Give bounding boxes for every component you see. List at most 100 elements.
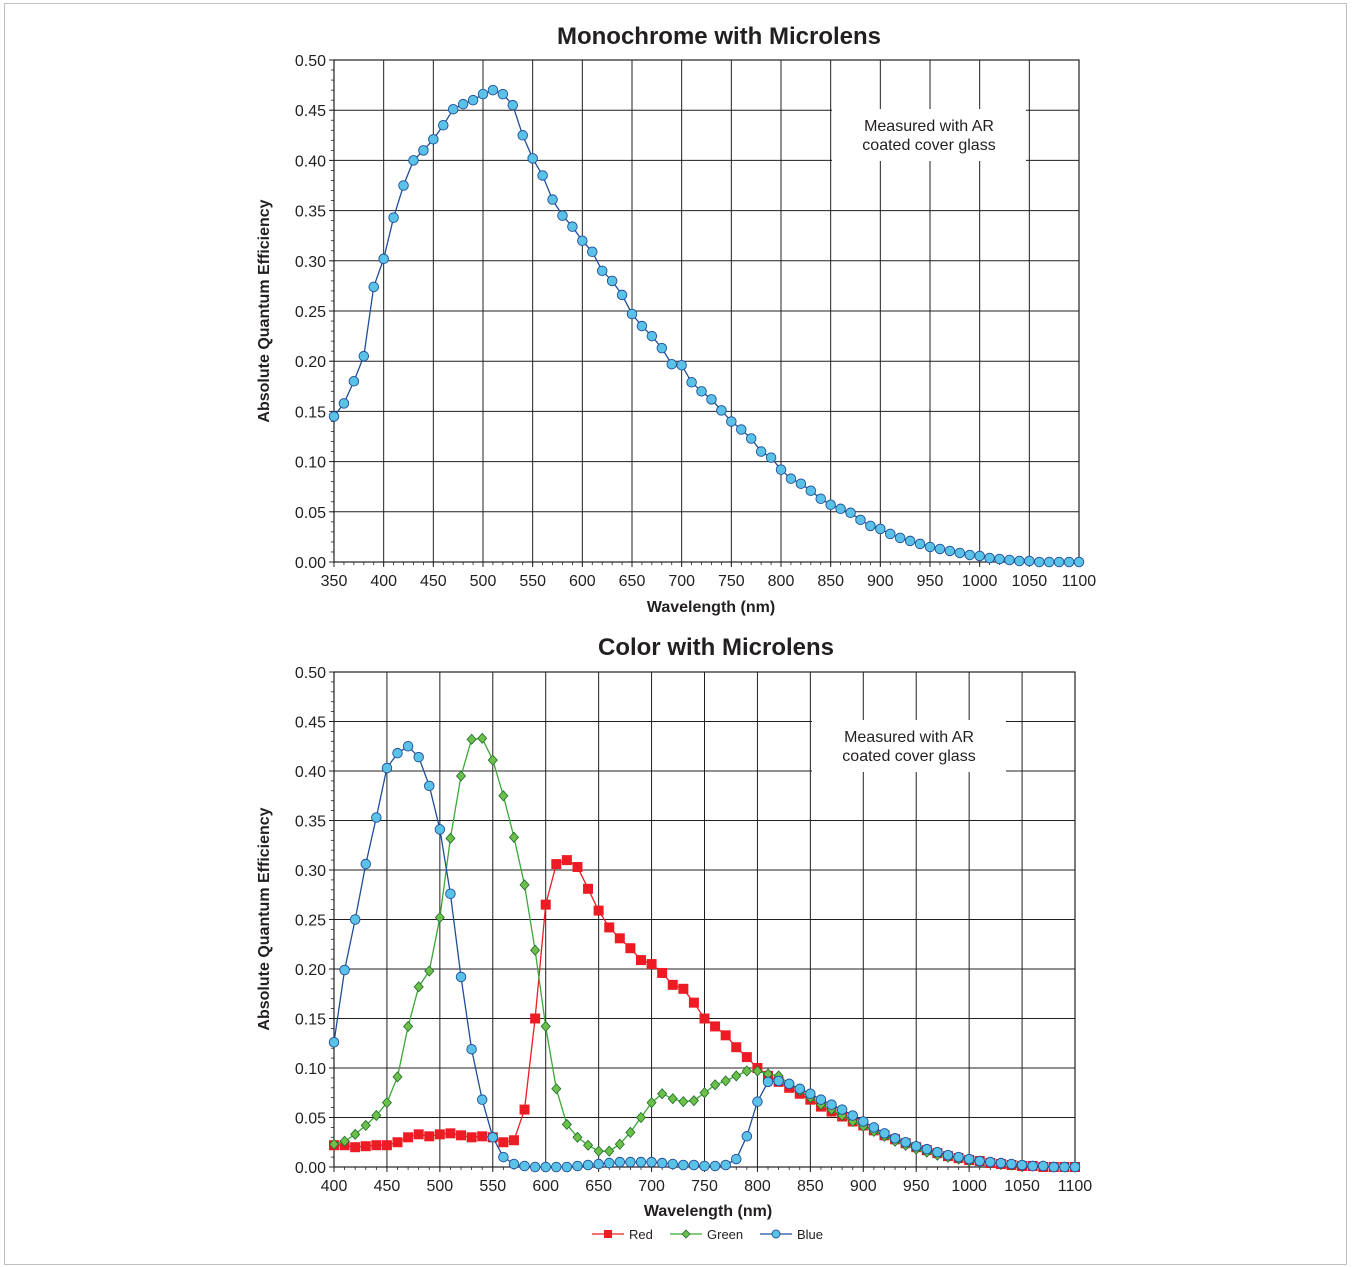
x-tick-label: 500: [427, 1178, 454, 1195]
data-point: [726, 416, 737, 427]
data-point: [413, 751, 424, 763]
data-point: [392, 747, 403, 759]
data-series: [328, 84, 1085, 568]
x-tick-label: 700: [668, 573, 695, 590]
data-point: [1043, 556, 1055, 568]
data-point: [547, 194, 558, 205]
data-point: [1016, 1159, 1028, 1171]
x-tick-label: 1050: [1012, 573, 1048, 590]
data-point: [646, 959, 657, 970]
data-point: [720, 1159, 731, 1171]
data-point: [1053, 556, 1065, 568]
legend-swatch-marker: [681, 1229, 691, 1239]
data-point: [477, 1131, 488, 1142]
data-point: [696, 386, 707, 397]
data-point: [561, 1118, 572, 1131]
legend-label: Blue: [797, 1227, 823, 1242]
data-point: [371, 812, 382, 823]
data-point: [785, 473, 797, 484]
data-point: [1037, 1160, 1049, 1172]
x-tick-label: 1050: [1004, 1178, 1040, 1195]
y-tick-label: 0.35: [295, 814, 326, 831]
data-point: [551, 859, 562, 870]
data-point: [360, 858, 372, 870]
data-point: [328, 1037, 340, 1048]
data-point: [583, 883, 594, 894]
data-point: [358, 350, 370, 362]
y-tick-label: 0.10: [295, 1061, 326, 1078]
data-point: [994, 553, 1005, 565]
data-point: [678, 1096, 689, 1108]
x-tick-label: 950: [917, 573, 944, 590]
data-point: [418, 145, 429, 156]
data-point: [604, 922, 615, 933]
data-point: [388, 212, 399, 223]
data-point: [413, 981, 424, 993]
data-point: [625, 1156, 636, 1168]
data-point: [755, 446, 767, 457]
data-point: [587, 246, 598, 258]
data-point: [667, 979, 678, 990]
data-point: [517, 130, 528, 141]
legend-swatch-marker: [771, 1229, 781, 1239]
data-point: [699, 1160, 710, 1172]
data-point: [635, 1111, 647, 1124]
data-point: [868, 1122, 880, 1133]
data-point: [378, 253, 389, 265]
x-tick-label: 850: [797, 1178, 824, 1195]
data-point: [974, 1155, 985, 1167]
data-point: [826, 1099, 837, 1110]
data-point: [1024, 555, 1035, 567]
data-point: [487, 84, 499, 96]
x-tick-label: 450: [420, 573, 447, 590]
annotation-box: [812, 720, 1006, 772]
x-tick-label: 1000: [962, 573, 998, 590]
y-tick-label: 0.25: [295, 913, 326, 930]
data-point: [741, 1065, 752, 1077]
data-point: [1006, 1158, 1017, 1170]
data-point: [339, 1135, 350, 1147]
data-point: [775, 464, 787, 475]
x-tick-label: 1000: [951, 1178, 987, 1195]
data-point: [447, 103, 459, 115]
data-point: [567, 221, 578, 232]
data-point: [646, 1156, 657, 1168]
data-point: [368, 281, 379, 293]
legend-swatch-marker: [604, 1230, 612, 1238]
y-tick-label: 0.15: [295, 1012, 326, 1029]
y-tick-label: 0.40: [295, 153, 326, 170]
data-point: [699, 1087, 710, 1099]
data-point: [381, 762, 393, 774]
data-point: [666, 358, 677, 370]
y-tick-label: 0.40: [295, 764, 326, 781]
legend-label: Green: [707, 1227, 743, 1242]
data-point: [635, 955, 646, 966]
data-point: [720, 1030, 731, 1041]
data-point: [656, 342, 668, 354]
x-tick-label: 950: [903, 1178, 930, 1195]
data-point: [424, 780, 435, 792]
legend-label: Red: [629, 1227, 653, 1242]
data-point: [964, 549, 975, 561]
y-axis-label: Absolute Quantum Efficiency: [256, 199, 273, 422]
data-point: [519, 879, 530, 891]
data-point: [762, 1076, 774, 1088]
chart-monochrome: Monochrome with Microlens Measured with …: [256, 23, 1096, 616]
data-point: [709, 1160, 721, 1172]
data-point: [716, 405, 727, 416]
data-point: [381, 1140, 392, 1151]
x-tick-label: 700: [638, 1178, 665, 1195]
data-point: [551, 1083, 562, 1095]
x-tick-label: 1100: [1062, 573, 1097, 590]
x-tick-label: 800: [768, 573, 795, 590]
tick-labels: 400 450 500 550 600 650 700 750 800 850 900 950 1000…: [295, 665, 1092, 1195]
data-point: [963, 1153, 975, 1165]
data-point: [456, 1130, 467, 1141]
data-point: [593, 905, 604, 916]
data-point: [636, 320, 648, 332]
data-point: [339, 964, 350, 976]
data-point: [561, 1161, 573, 1173]
data-point: [1073, 556, 1085, 568]
data-point: [885, 528, 896, 540]
data-point: [944, 545, 956, 557]
